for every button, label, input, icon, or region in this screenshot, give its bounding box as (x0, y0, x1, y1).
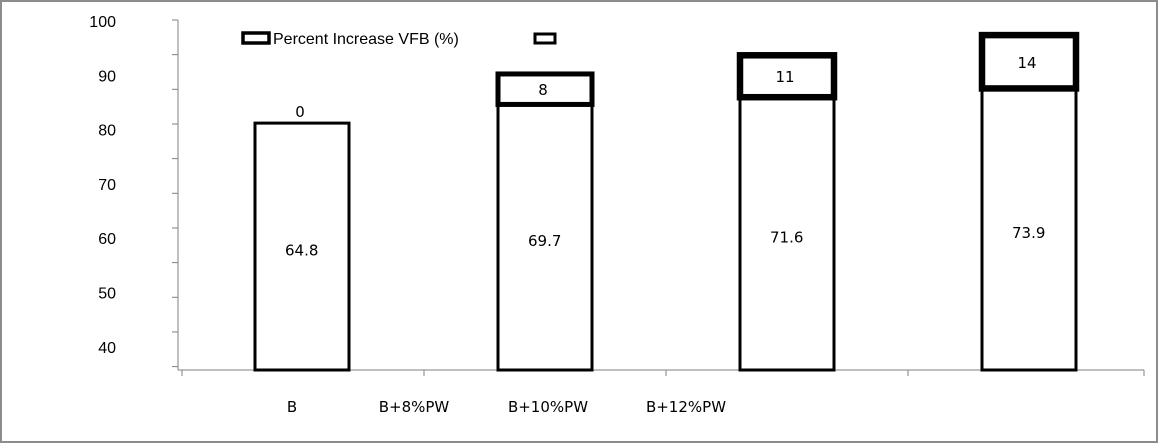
y-tick-label: 80 (98, 123, 116, 140)
bar-increase-value-label: 0 (295, 103, 305, 121)
bar-increase-segment (736, 52, 838, 101)
bar-base-value-label: 69.7 (528, 232, 561, 250)
y-tick-label: 50 (98, 286, 116, 303)
y-tick-label: 70 (98, 177, 116, 194)
legend-swatch-percent-increase (241, 31, 271, 45)
x-axis: B B+8%PW B+10%PW B+12%PW (178, 369, 1145, 416)
bar-base (738, 95, 836, 372)
x-tick-label: B+10%PW (508, 398, 588, 416)
bar-increase-segment (978, 31, 1080, 92)
legend-label-percent-increase: Percent Increase VFB (%) (273, 31, 459, 48)
bar-base-value-label: 73.9 (1012, 224, 1045, 242)
bar-base (253, 121, 351, 372)
x-tick-label: B+8%PW (379, 398, 450, 416)
bar-increase-segment (495, 71, 595, 107)
y-tick-label: 40 (98, 340, 116, 357)
legend: Percent Increase VFB (%) (241, 31, 557, 48)
x-tick-label: B (287, 398, 297, 416)
y-tick-label: 60 (98, 231, 116, 248)
x-tick-label: B+12%PW (646, 398, 726, 416)
bar-increase-value-label: 14 (1017, 54, 1036, 72)
bar-base (980, 86, 1078, 372)
bar-increase-value-label: 8 (538, 81, 548, 99)
y-tick-label: 90 (98, 68, 116, 85)
bar-base-value-label: 64.8 (285, 242, 318, 260)
bar-base-value-label: 71.6 (770, 229, 803, 247)
y-axis: 100 90 80 70 60 50 40 (89, 14, 179, 370)
y-tick-label: 100 (89, 14, 116, 31)
legend-swatch-unnamed (533, 32, 557, 45)
bar-increase-value-label: 11 (775, 68, 794, 86)
bars-group: 64.8 0 69.7 8 71.6 11 73.9 14 (253, 31, 1080, 372)
